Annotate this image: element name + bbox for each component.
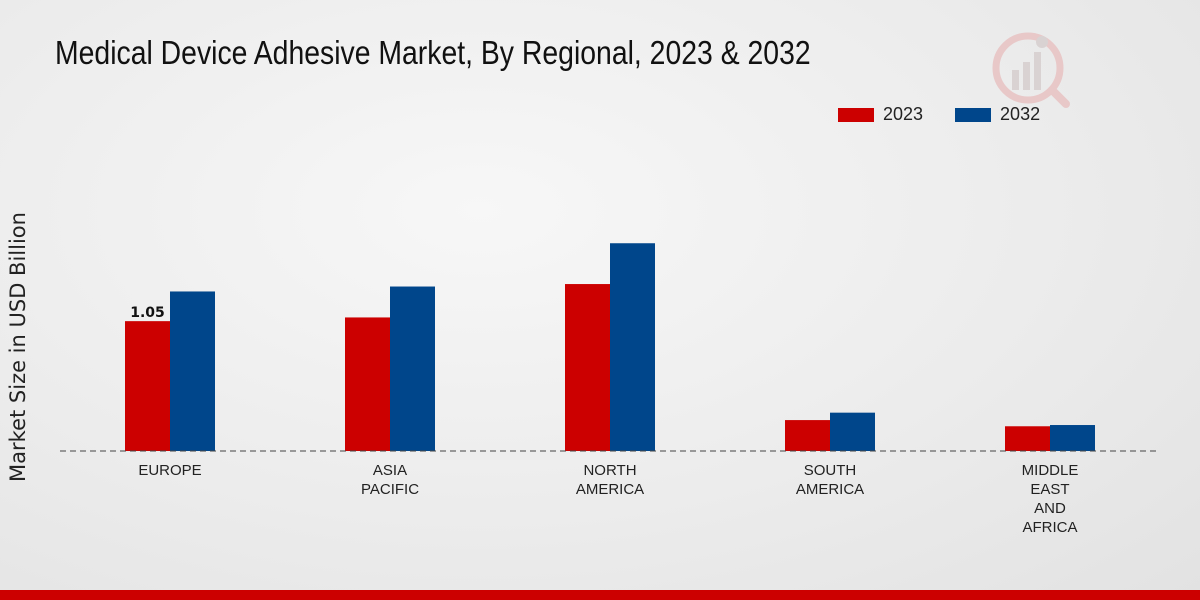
legend-swatch-2032	[955, 107, 992, 122]
bar-2023-1	[345, 317, 390, 451]
bar-2032-2	[610, 243, 655, 451]
x-tick-label-0: EUROPE	[138, 462, 201, 479]
x-tick-label-2: NORTH AMERICA	[576, 462, 644, 498]
legend-label-2032: 2032	[1000, 104, 1041, 124]
legend-item-2023: 2023	[838, 104, 923, 125]
x-tick-label-4: MIDDLE EAST AND AFRICA	[1022, 462, 1079, 536]
bar-2023-4	[1005, 426, 1050, 451]
x-tick-label-1: ASIA PACIFIC	[361, 462, 419, 498]
x-tick-label-3: SOUTH AMERICA	[796, 462, 864, 498]
legend-item-2032: 2032	[955, 104, 1040, 125]
legend-label-2023: 2023	[883, 104, 924, 124]
bar-2023-0	[125, 321, 170, 451]
bar-2032-3	[830, 412, 875, 451]
chart-title: Medical Device Adhesive Market, By Regio…	[55, 34, 811, 71]
footer-bar	[0, 590, 1200, 600]
bar-2023-2	[565, 284, 610, 451]
brand-logo-icon	[992, 32, 1070, 108]
bar-2032-4	[1050, 425, 1095, 451]
legend: 2023 2032	[838, 104, 1072, 125]
bar-2023-3	[785, 420, 830, 451]
data-label-0: 1.05	[130, 305, 165, 321]
bar-2032-0	[170, 291, 215, 451]
bar-2032-1	[390, 286, 435, 451]
legend-swatch-2023	[838, 107, 874, 122]
